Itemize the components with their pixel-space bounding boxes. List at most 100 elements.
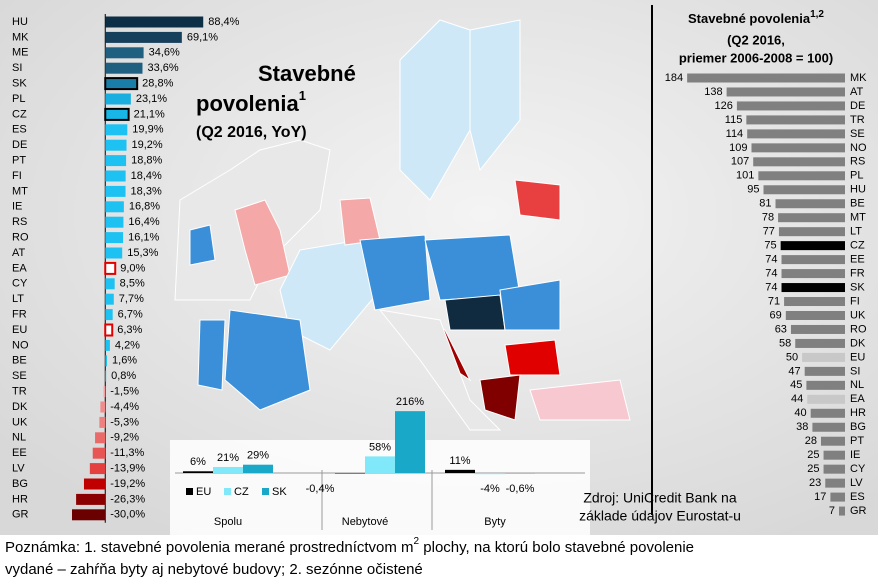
- value-label: 11%: [449, 455, 470, 467]
- value-label: 9,0%: [120, 262, 145, 274]
- bottom-panel: [170, 440, 590, 535]
- bar: [795, 338, 845, 348]
- value-label: -5,3%: [110, 416, 139, 428]
- bar: [781, 269, 845, 279]
- value-label: -4%: [480, 483, 500, 495]
- value-label: 1,6%: [112, 355, 137, 367]
- value-label: -30,0%: [110, 509, 145, 521]
- value-label: -13,9%: [110, 463, 145, 475]
- category-label: CY: [12, 278, 28, 290]
- value-label: 74: [765, 254, 777, 266]
- bar: [812, 422, 845, 432]
- value-label: 81: [759, 198, 771, 210]
- bar: [825, 478, 845, 488]
- category-label: RO: [850, 323, 867, 335]
- title-sup: 1: [299, 88, 306, 103]
- value-label: 74: [765, 267, 777, 279]
- category-label: FI: [12, 170, 22, 182]
- value-label: 71: [768, 295, 780, 307]
- value-label: 6,3%: [117, 324, 142, 336]
- right-title: Stavebné povolenia1,2: [688, 9, 824, 27]
- value-label: 74: [765, 281, 777, 293]
- value-label: -0,6%: [506, 483, 535, 495]
- bar: [105, 124, 128, 136]
- bar: [105, 216, 124, 228]
- category-label: TR: [12, 386, 27, 398]
- value-label: 23: [809, 477, 821, 489]
- category-label: EU: [850, 351, 865, 363]
- category-label: EE: [850, 254, 865, 266]
- value-label: 40: [794, 407, 806, 419]
- bar: [335, 473, 365, 474]
- bar: [830, 492, 845, 502]
- map-subtitle: (Q2 2016, YoY): [196, 124, 307, 141]
- bar: [785, 310, 845, 320]
- value-label: 69,1%: [187, 31, 218, 43]
- bar: [105, 93, 131, 105]
- bar: [105, 155, 127, 167]
- category-label: EA: [850, 393, 865, 405]
- value-label: 109: [729, 142, 747, 154]
- value-label: -26,3%: [110, 493, 145, 505]
- note: plochy, na ktorú bolo stavebné povolenie: [419, 539, 694, 556]
- category-label: BG: [850, 421, 866, 433]
- bar: [758, 171, 845, 181]
- value-label: 126: [715, 100, 733, 112]
- value-label: -0,4%: [306, 483, 335, 495]
- value-label: 114: [726, 128, 744, 140]
- category-label: PT: [850, 435, 864, 447]
- value-label: 77: [763, 226, 775, 238]
- bar: [781, 283, 845, 293]
- category-label: MT: [12, 185, 28, 197]
- bar: [105, 309, 113, 321]
- bar: [105, 185, 126, 197]
- note: Poznámka: 1. stavebné povolenia merané p…: [5, 539, 414, 556]
- value-label: 28: [805, 435, 817, 447]
- bar: [105, 293, 114, 305]
- value-label: 18,4%: [131, 170, 162, 182]
- bar: [72, 509, 106, 521]
- bar: [105, 16, 204, 28]
- category-label: HR: [850, 407, 866, 419]
- value-label: 45: [790, 379, 802, 391]
- category-label: SI: [850, 365, 860, 377]
- category-label: PT: [12, 155, 26, 167]
- bar: [820, 436, 845, 446]
- bar: [687, 73, 845, 83]
- bar: [475, 473, 505, 475]
- bar: [92, 447, 106, 459]
- bar: [736, 101, 845, 111]
- bar: [802, 352, 845, 362]
- category-label: DK: [850, 337, 866, 349]
- value-label: 25: [807, 463, 819, 475]
- bar: [105, 232, 124, 244]
- category-label: RO: [12, 232, 29, 244]
- category-label: BG: [12, 478, 28, 490]
- value-label: 184: [665, 72, 683, 84]
- bar: [99, 416, 106, 428]
- category-label: LT: [12, 293, 24, 305]
- legend-swatch: [262, 488, 269, 495]
- value-label: 34,6%: [149, 47, 180, 59]
- bar: [83, 478, 106, 490]
- source: základe údajov Eurostat-u: [579, 508, 741, 524]
- bar: [105, 201, 124, 213]
- category-label: CZ: [12, 108, 27, 120]
- bar: [781, 255, 845, 265]
- category-label: Byty: [484, 516, 506, 528]
- note-sup: 2: [414, 536, 420, 547]
- value-label: 7: [829, 505, 835, 517]
- right-title: Stavebné povolenia: [688, 11, 811, 26]
- value-label: 63: [775, 323, 787, 335]
- map-title: povolenia: [196, 91, 299, 116]
- value-label: 78: [762, 212, 774, 224]
- bar: [807, 394, 845, 404]
- bar: [763, 185, 845, 195]
- bar: [243, 464, 273, 473]
- category-label: UK: [850, 309, 866, 321]
- value-label: 58: [779, 337, 791, 349]
- map: [174, 19, 631, 431]
- bar: [746, 115, 845, 125]
- bar: [775, 199, 845, 209]
